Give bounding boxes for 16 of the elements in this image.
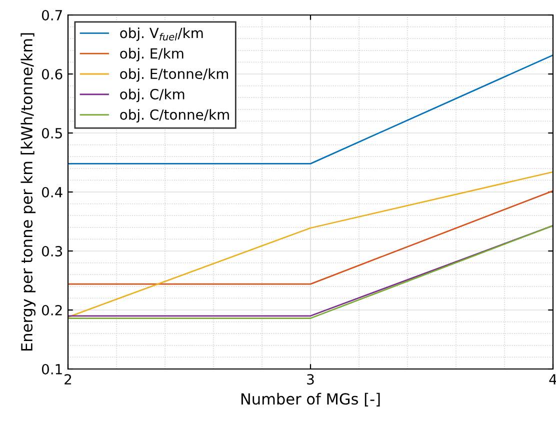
x-tick-label: 3 <box>307 374 314 385</box>
legend-label: obj. E/tonne/km <box>120 68 228 82</box>
x-tick-label: 2 <box>64 374 72 384</box>
y-tick-label: 0.5 <box>42 128 62 138</box>
y-tick-label: 0.6 <box>42 68 62 80</box>
legend-label: obj. C/km <box>120 88 184 102</box>
y-tick-label: 0.2 <box>42 304 62 316</box>
y-tick-label: 0.3 <box>42 246 62 256</box>
y-tick-label: 0.1 <box>42 364 62 374</box>
legend-label: obj. V$_{fuel}$/km <box>120 28 203 41</box>
y-tick-label: 0.4 <box>42 186 62 198</box>
y-tick-label: 0.7 <box>42 10 62 20</box>
legend-label: obj. C/tonne/km <box>120 109 229 123</box>
legend-label: obj. E/km <box>120 48 184 62</box>
x-axis-title: Number of MGs [-] <box>241 392 380 406</box>
y-axis-title: Energy per tonne per km [kWh/tonne/km] <box>20 33 36 351</box>
